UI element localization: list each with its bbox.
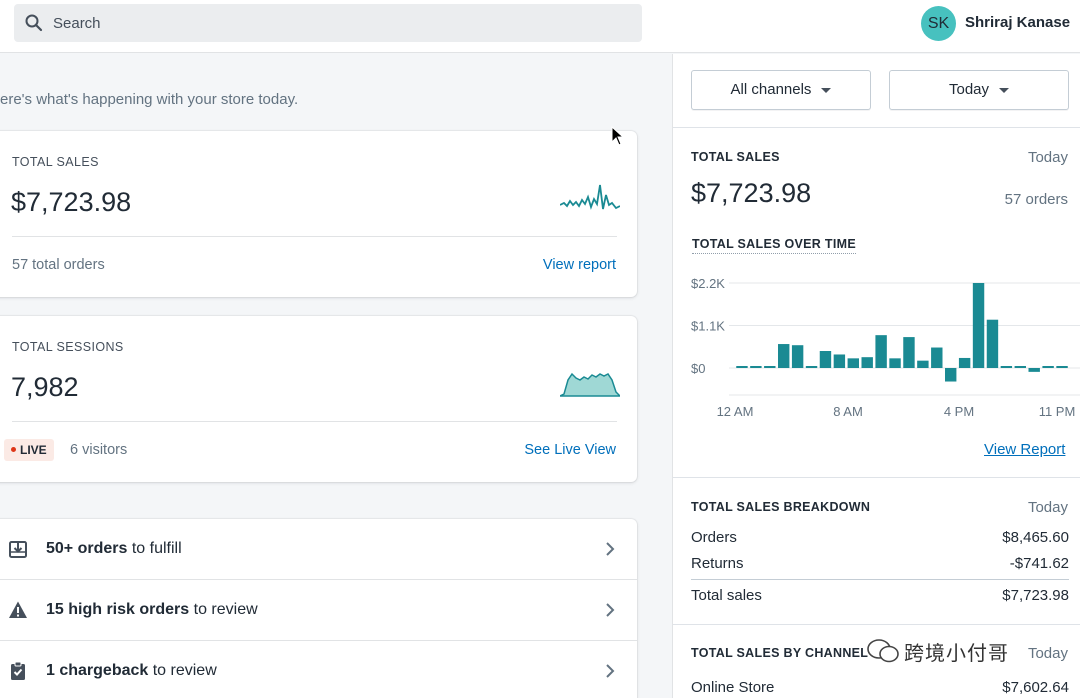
chart-bar: [750, 366, 762, 368]
chevron-right-icon: [606, 542, 615, 556]
right-total-sales-value: $7,723.98: [691, 178, 812, 208]
chart-bar: [847, 358, 859, 368]
chart-bar: [875, 335, 887, 368]
chart-bar: [791, 345, 804, 368]
avatar[interactable]: SK: [921, 6, 956, 41]
clipboard-icon: [11, 661, 25, 680]
chart-bar: [778, 344, 790, 368]
chart-bar: [889, 358, 901, 368]
chart-bar: [958, 357, 971, 368]
breakdown-total-line: [691, 579, 1069, 580]
breakdown-label: TOTAL SALES BREAKDOWN: [691, 500, 871, 514]
chart-bar: [972, 283, 985, 368]
warning-icon: [9, 601, 27, 618]
period-filter-label: Today: [948, 81, 990, 98]
live-dot-icon: [11, 447, 16, 453]
sales-sparkline: [560, 184, 620, 210]
chart-bar: [903, 337, 915, 368]
chart-bar: [805, 366, 818, 368]
task-row-high-risk[interactable]: 15 high risk orders to review: [0, 580, 637, 641]
see-live-view-link[interactable]: See Live View: [524, 442, 616, 458]
chart-y-tick-label: $0: [691, 361, 705, 376]
breakdown-period: Today: [1027, 499, 1068, 516]
chart-x-tick-label: 8 AM: [833, 404, 863, 419]
chart-bar: [1056, 366, 1068, 368]
visitors-count: 6 visitors: [70, 442, 128, 458]
total-sales-value: $7,723.98: [11, 187, 132, 217]
chevron-right-icon: [606, 603, 615, 617]
task-row-fulfill[interactable]: 50+ orders to fulfill: [0, 519, 637, 580]
chart-bar: [833, 354, 846, 368]
caret-down-icon: [821, 87, 832, 93]
view-report-link-right[interactable]: View Report: [984, 441, 1066, 458]
period-filter-dropdown[interactable]: Today: [889, 70, 1069, 110]
channel-filter-dropdown[interactable]: All channels: [691, 70, 871, 110]
chart-bar: [917, 360, 929, 368]
breakdown-row-returns: Returns -$741.62: [691, 555, 1069, 572]
greeting-text: ere's what's happening with your store t…: [0, 91, 299, 108]
total-sales-card: TOTAL SALES $7,723.98 57 total orders Vi…: [0, 131, 637, 297]
chart-bar: [1028, 368, 1040, 372]
right-total-sales-label: TOTAL SALES: [691, 150, 780, 164]
section-divider: [673, 477, 1080, 478]
caret-down-icon: [999, 87, 1010, 93]
chart-x-tick-label: 11 PM: [1039, 404, 1076, 419]
wechat-logo-icon: [867, 639, 899, 663]
right-total-orders: 57 orders: [1004, 191, 1068, 208]
section-divider: [673, 624, 1080, 625]
channel-row-online-store: Online Store $7,602.64: [691, 679, 1069, 696]
user-name[interactable]: Shriraj Kanase: [965, 14, 1071, 31]
sales-over-time-chart: $2.2K $1.1K $0 12 AM 8 AM 4 PM 11 PM: [691, 276, 1080, 419]
by-channel-label: TOTAL SALES BY CHANNEL: [691, 646, 869, 660]
sessions-sparkline: [560, 372, 620, 397]
view-report-link[interactable]: View report: [542, 257, 616, 273]
card-divider: [12, 421, 617, 422]
live-badge: LIVE: [4, 439, 54, 461]
chart-y-tick-label: $2.2K: [691, 276, 725, 291]
chart-bar: [1014, 366, 1026, 368]
chart-bar: [819, 351, 832, 368]
search-placeholder: Search: [53, 15, 101, 32]
total-orders-text: 57 total orders: [12, 257, 105, 273]
task-text: 50+ orders to fulfill: [46, 540, 182, 557]
chart-x-tick-label: 4 PM: [944, 404, 974, 419]
chart-bar: [986, 319, 999, 368]
right-total-sales-period: Today: [1027, 149, 1068, 166]
analytics-sidebar: All channels Today TOTAL SALES Today $7,…: [672, 54, 1080, 698]
task-text: 1 chargeback to review: [46, 662, 217, 679]
chart-bar: [1042, 366, 1054, 368]
card-divider: [12, 236, 617, 237]
total-sessions-value: 7,982: [11, 372, 79, 402]
chart-bar: [1000, 366, 1013, 368]
fulfill-icon: [9, 541, 27, 558]
watermark-text: 跨境小付哥: [904, 643, 1009, 665]
chart-bar: [931, 347, 943, 368]
total-sessions-card: TOTAL SESSIONS 7,982 LIVE 6 visitors See…: [0, 316, 637, 482]
chart-x-tick-label: 12 AM: [717, 404, 754, 419]
channel-filter-label: All channels: [730, 81, 812, 98]
top-bar: Search SK Shriraj Kanase: [0, 0, 1080, 53]
search-icon: [25, 14, 43, 32]
tasks-card: 50+ orders to fulfill 15 high risk order…: [0, 519, 637, 698]
main-content: ere's what's happening with your store t…: [0, 54, 668, 698]
section-divider: [673, 127, 1080, 128]
chart-bar: [736, 366, 748, 368]
breakdown-row-total: Total sales $7,723.98: [691, 587, 1069, 604]
live-label: LIVE: [20, 443, 47, 457]
chart-y-tick-label: $1.1K: [691, 319, 725, 334]
total-sessions-label: TOTAL SESSIONS: [12, 340, 124, 354]
search-input[interactable]: Search: [14, 4, 642, 42]
mouse-cursor-icon: [611, 126, 625, 146]
chart-bar: [945, 368, 957, 382]
chart-bar: [861, 357, 873, 368]
total-sales-label: TOTAL SALES: [12, 155, 99, 169]
chart-bar: [764, 366, 776, 368]
sales-over-time-label: TOTAL SALES OVER TIME: [692, 237, 856, 254]
task-row-chargeback[interactable]: 1 chargeback to review: [0, 641, 637, 698]
task-text: 15 high risk orders to review: [46, 601, 258, 618]
breakdown-row-orders: Orders $8,465.60: [691, 529, 1069, 546]
by-channel-period: Today: [1027, 645, 1068, 662]
chevron-right-icon: [606, 664, 615, 678]
